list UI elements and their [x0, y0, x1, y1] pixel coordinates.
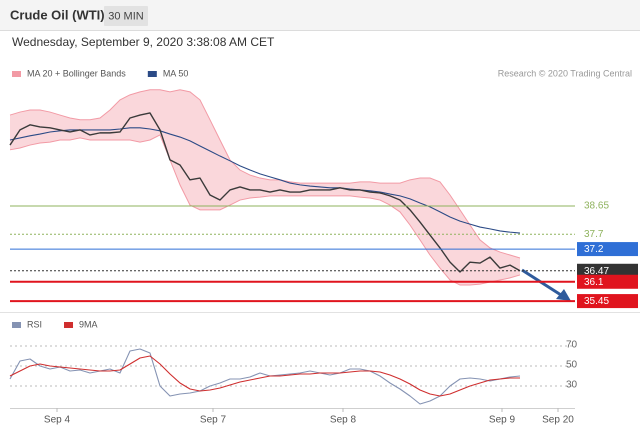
rsi-line — [9, 348, 521, 405]
y-tick-label: 50 — [566, 360, 578, 371]
instrument-title: Crude Oil (WTI) — [10, 7, 105, 22]
level-label-box — [577, 242, 638, 257]
x-tick-label: Sep 8 — [330, 415, 357, 426]
level-label-box — [577, 274, 638, 289]
bollinger-lower — [9, 134, 521, 286]
x-tick-label: Sep 4 — [44, 415, 71, 426]
level-label-box — [577, 263, 638, 278]
x-tick-label: Sep 20 — [542, 415, 574, 426]
level-label: 38.65 — [584, 201, 609, 212]
level-label: 37.7 — [584, 229, 604, 240]
x-tick-label: Sep 9 — [489, 415, 516, 426]
legend-label: RSI — [27, 319, 42, 329]
legend-swatch — [12, 322, 21, 328]
level-label: 36.1 — [584, 277, 604, 288]
bollinger-band-fill — [10, 89, 520, 286]
price-line — [9, 112, 521, 273]
legend-swatch — [12, 71, 21, 77]
legend-swatch — [147, 71, 157, 77]
level-label: 35.45 — [584, 296, 609, 307]
y-tick-label: 70 — [566, 340, 578, 351]
legend-label: MA 20 + Bollinger Bands — [27, 68, 126, 78]
y-tick-label: 30 — [566, 380, 578, 391]
timeframe-badge — [104, 6, 148, 26]
level-label: 36.47 — [584, 266, 609, 277]
forecast-arrowhead — [556, 289, 571, 301]
legend-label: 9MA — [79, 319, 98, 329]
rsi-line — [9, 355, 520, 397]
timeframe: 30 MIN — [108, 10, 144, 22]
legend-label: MA 50 — [163, 68, 189, 78]
level-label: 37.2 — [584, 244, 604, 255]
level-label-box — [577, 294, 638, 309]
credit: Research © 2020 Trading Central — [498, 68, 632, 78]
legend-swatch — [64, 322, 74, 328]
ma-line — [9, 127, 521, 234]
bollinger-upper — [9, 89, 521, 259]
x-tick-label: Sep 7 — [200, 415, 227, 426]
timestamp: Wednesday, September 9, 2020 3:38:08 AM … — [12, 35, 275, 49]
